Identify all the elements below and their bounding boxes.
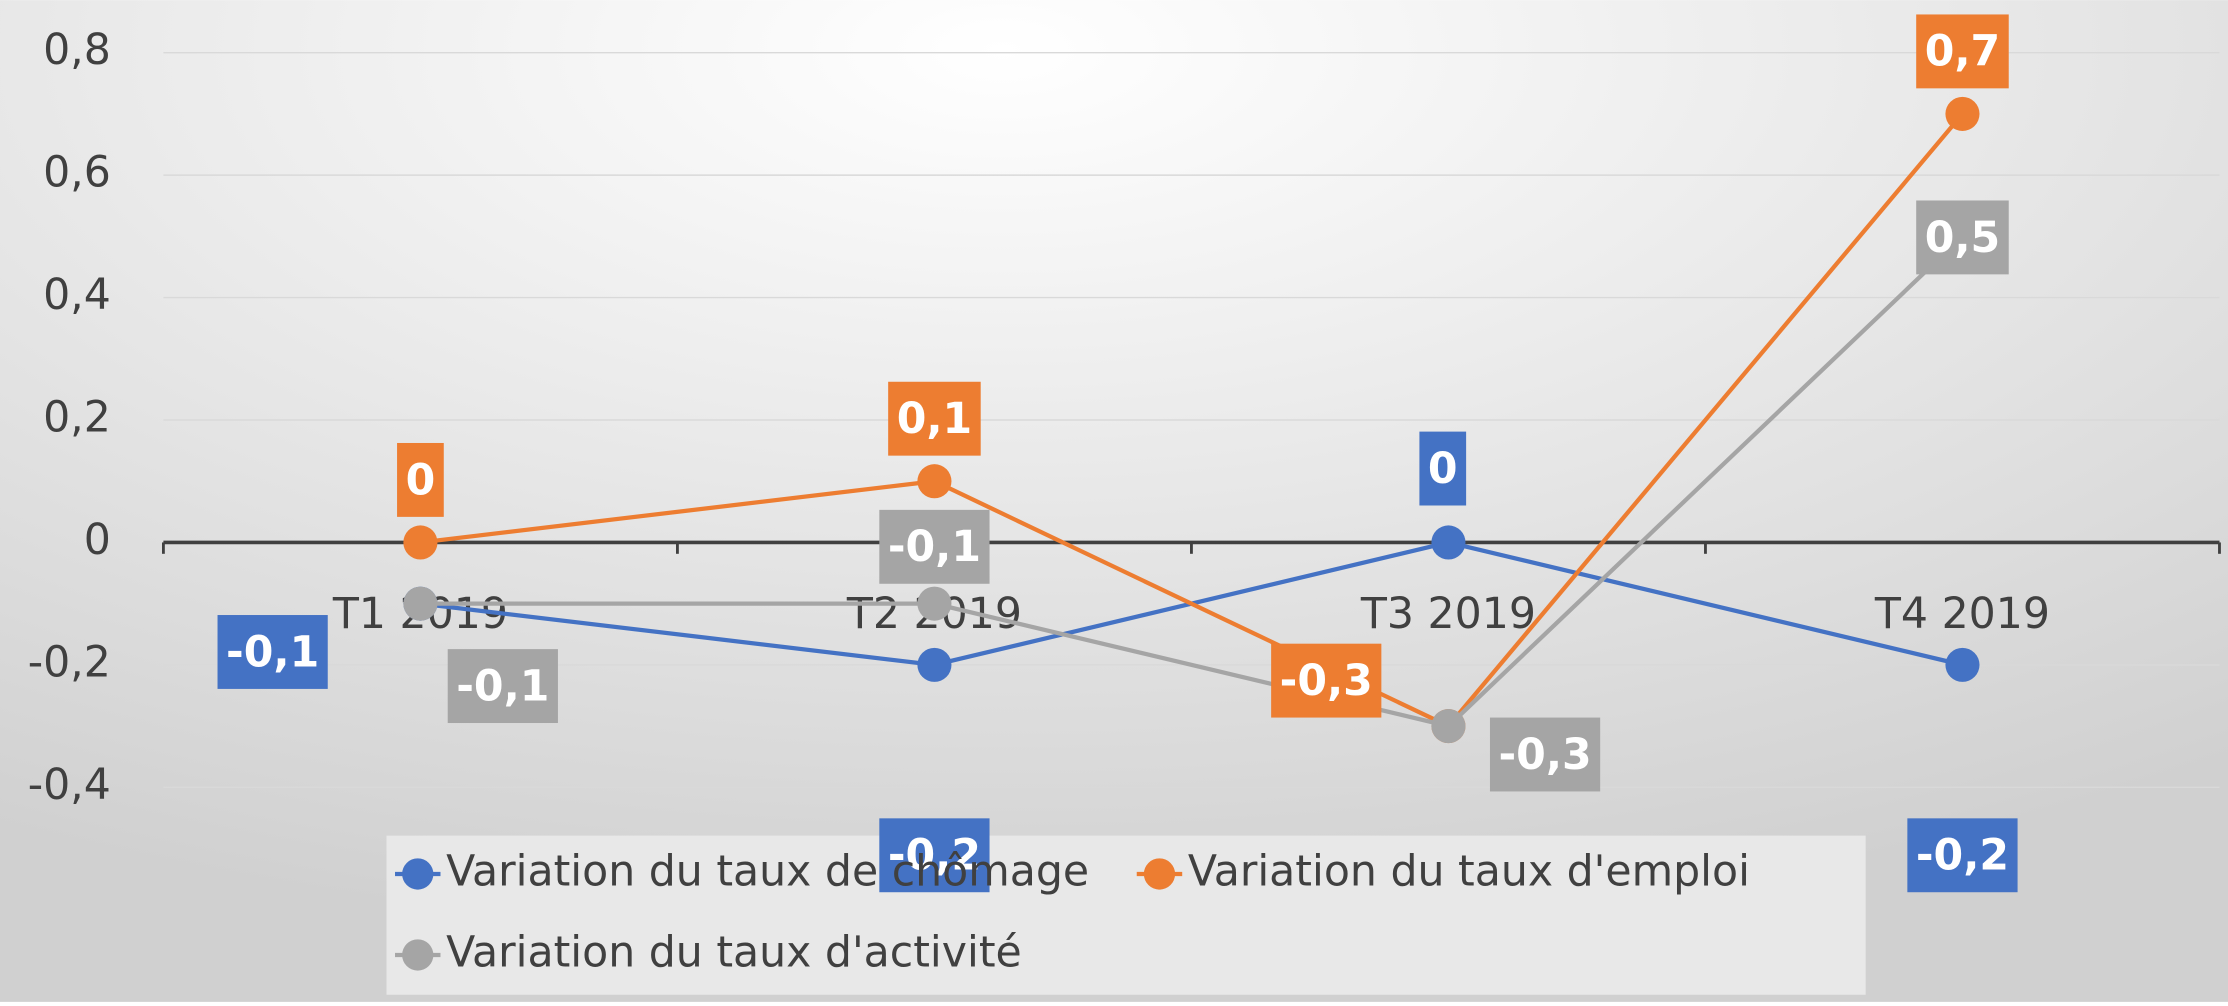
data-label-box <box>879 509 990 584</box>
point <box>1431 525 1466 560</box>
series-line <box>420 112 1965 729</box>
data-label-box <box>217 615 328 689</box>
data-label-box <box>1916 14 2009 89</box>
legend-marker <box>402 939 434 971</box>
y-tick-label: 0,4 <box>43 270 111 320</box>
data-label-box <box>397 442 444 517</box>
data-label: -0,2 <box>1916 831 2009 881</box>
x-tick-label: T3 2019 <box>1360 589 1536 639</box>
data-label: 0,5 <box>1925 213 2000 263</box>
legend-label: Variation du taux d'activité <box>446 927 1022 977</box>
data-label: 0 <box>406 455 436 505</box>
y-tick-label: 0,8 <box>43 25 111 75</box>
point <box>1431 709 1466 744</box>
legend-marker <box>1143 858 1176 890</box>
data-label: -0,1 <box>456 661 549 711</box>
series-line <box>420 234 1964 729</box>
point <box>403 586 438 621</box>
data-label-box <box>1907 818 2018 893</box>
data-label: -0,2 <box>888 831 981 881</box>
legend-marker <box>402 858 434 890</box>
point <box>403 525 438 560</box>
data-label-box <box>1271 643 1382 718</box>
y-tick-label: -0,2 <box>28 637 111 687</box>
y-tick-label: 0 <box>84 515 111 565</box>
data-label: -0,1 <box>888 522 981 572</box>
data-label: 0,1 <box>897 394 972 444</box>
y-tick-label: -0,4 <box>28 760 111 810</box>
point <box>1945 96 1980 131</box>
point <box>917 464 952 499</box>
data-label-box <box>1489 717 1601 792</box>
data-label-box <box>1916 200 2009 275</box>
x-tick-label: T4 2019 <box>1874 589 2050 639</box>
data-label: -0,1 <box>226 627 319 677</box>
legend-label: Variation du taux de chômage <box>446 846 1089 896</box>
legend-label: Variation du taux d'emploi <box>1188 846 1750 896</box>
y-tick-label: 0,2 <box>43 393 111 443</box>
point <box>917 586 952 621</box>
point <box>1945 647 1980 682</box>
y-tick-label: 0,6 <box>43 148 111 198</box>
data-label: 0 <box>1428 444 1458 494</box>
point <box>917 647 952 682</box>
data-label: 0,7 <box>1925 27 2000 77</box>
data-label: -0,3 <box>1280 656 1373 706</box>
legend-box <box>386 835 1866 995</box>
data-label-box <box>447 649 558 724</box>
data-label-box <box>1419 431 1467 506</box>
data-label-box <box>879 818 990 893</box>
data-label-box <box>888 381 981 456</box>
data-label: -0,3 <box>1498 730 1591 780</box>
